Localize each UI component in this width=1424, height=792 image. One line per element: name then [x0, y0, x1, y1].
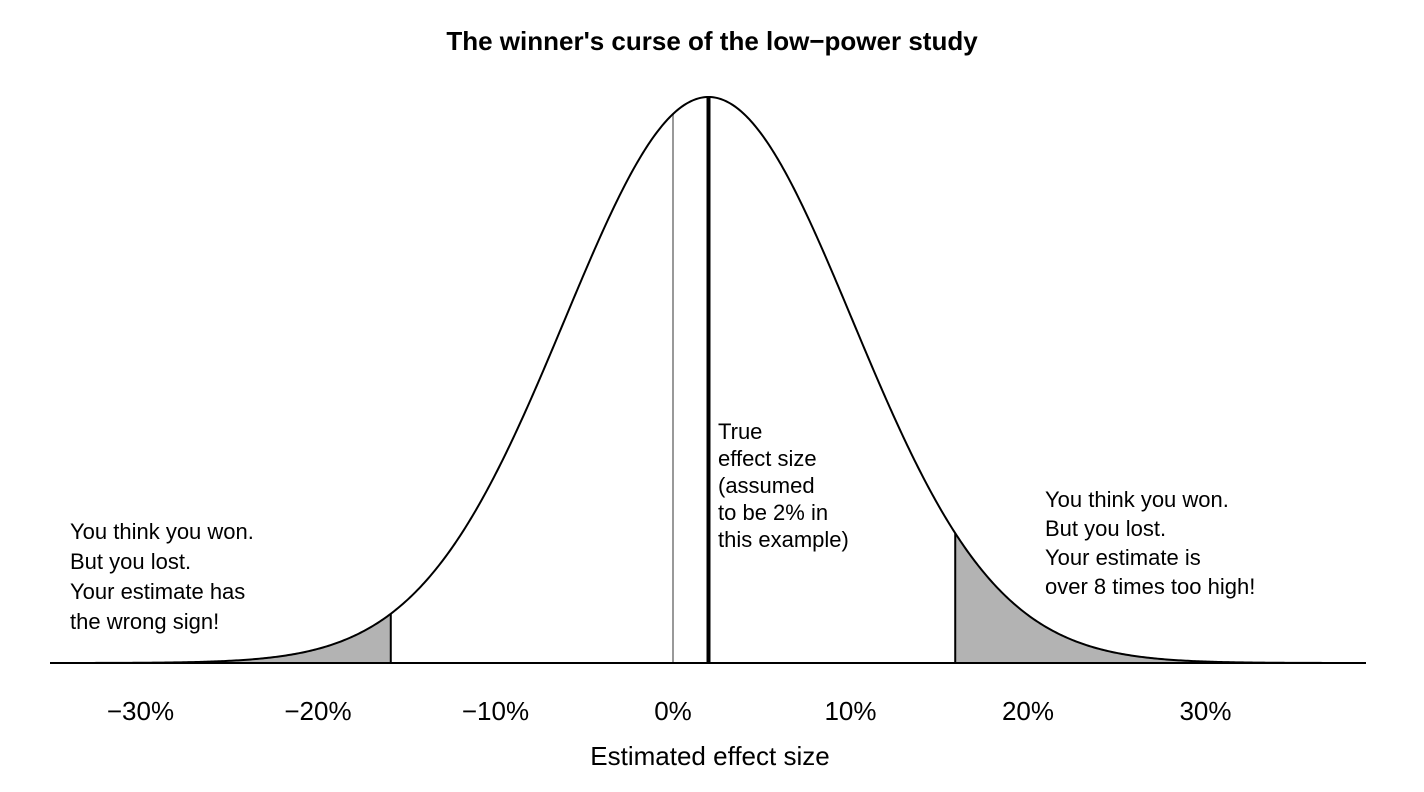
- chart-title: The winner's curse of the low−power stud…: [446, 26, 978, 56]
- x-tick-label: 30%: [1179, 696, 1231, 726]
- annotation-line: You think you won.: [70, 519, 254, 544]
- shaded-tail-regions: [51, 533, 1366, 663]
- annotation-line: But you lost.: [1045, 516, 1166, 541]
- x-tick-labels: −30% −20% −10% 0% 10% 20% 30%: [107, 696, 1232, 726]
- annotation-line: Your estimate has: [70, 579, 245, 604]
- annotation-true-effect: True effect size (assumed to be 2% in th…: [718, 419, 849, 552]
- right-tail-shade: [955, 533, 1366, 663]
- annotation-line: this example): [718, 527, 849, 552]
- annotation-line: Your estimate is: [1045, 545, 1201, 570]
- annotation-line: to be 2% in: [718, 500, 828, 525]
- x-tick-label: 10%: [824, 696, 876, 726]
- x-tick-label: 0%: [654, 696, 692, 726]
- left-tail-shade: [51, 613, 391, 663]
- x-tick-label: −10%: [462, 696, 529, 726]
- x-axis-label: Estimated effect size: [590, 741, 829, 771]
- annotation-line: (assumed: [718, 473, 815, 498]
- annotation-line: effect size: [718, 446, 817, 471]
- annotation-line: the wrong sign!: [70, 609, 219, 634]
- annotation-line: over 8 times too high!: [1045, 574, 1255, 599]
- annotation-line: You think you won.: [1045, 487, 1229, 512]
- x-tick-label: −30%: [107, 696, 174, 726]
- annotation-line: True: [718, 419, 762, 444]
- annotation-right-tail: You think you won. But you lost. Your es…: [1045, 487, 1255, 599]
- annotation-line: But you lost.: [70, 549, 191, 574]
- x-tick-label: 20%: [1002, 696, 1054, 726]
- annotation-left-tail: You think you won. But you lost. Your es…: [70, 519, 260, 634]
- x-tick-label: −20%: [284, 696, 351, 726]
